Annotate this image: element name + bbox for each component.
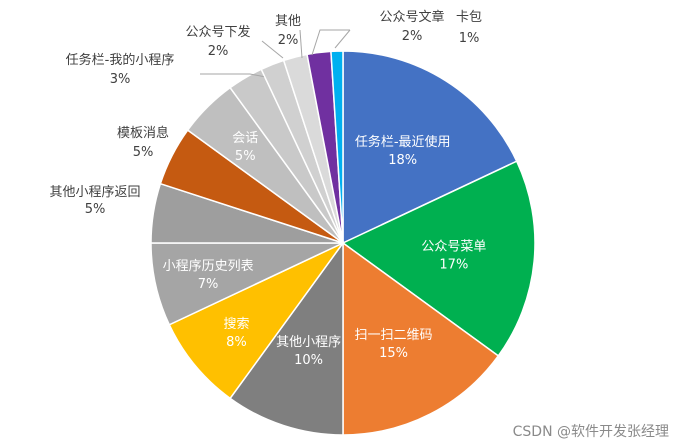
slice-label: 扫一扫二维码 [355,328,433,343]
slice-percent-label: 7% [198,277,219,292]
slice-label: 其他小程序返回 [49,185,140,200]
slice-percent-label: 1% [459,31,480,46]
leader-line [261,40,284,59]
slice-percent-label: 10% [294,353,323,368]
pie-slice [330,50,344,244]
slice-label: 其他 [275,14,301,29]
slice-percent-label: 18% [388,153,417,168]
slice-label: 会话 [232,131,258,146]
slice-percent-label: 15% [379,346,408,361]
slice-percent-label: 8% [226,335,247,350]
slice-label: 小程序历史列表 [163,259,254,274]
slice-percent-label: 5% [133,145,154,160]
pie-slice [342,50,518,245]
slice-label: 公众号菜单 [421,239,486,254]
leader-line [334,29,351,49]
slice-percent-label: 2% [208,44,229,59]
slice-label: 公众号下发 [185,24,250,40]
slice-percent-label: 2% [278,33,299,48]
slice-percent-label: 5% [235,149,256,164]
pie-slice [168,242,344,400]
slice-label: 任务栏-最近使用 [355,134,451,150]
slice-percent-label: 2% [402,29,423,44]
slice-label: 卡包 [456,10,482,25]
slice-percent-label: 17% [439,257,468,272]
leader-line [299,29,303,59]
pie-slice [341,160,536,357]
leader-line [311,29,350,56]
watermark: CSDN @软件开发张经理 [512,424,669,440]
slice-label: 公众号文章 [379,9,444,25]
slice-percent-label: 5% [85,202,106,217]
slice-label: 其他小程序 [276,335,341,350]
pie-slice [229,240,344,436]
slice-label: 任务栏-我的小程序 [66,52,175,68]
slice-label: 模板消息 [117,125,169,141]
slice-percent-label: 3% [110,72,131,87]
slice-label: 搜索 [223,317,249,332]
pie-slice [342,241,500,436]
